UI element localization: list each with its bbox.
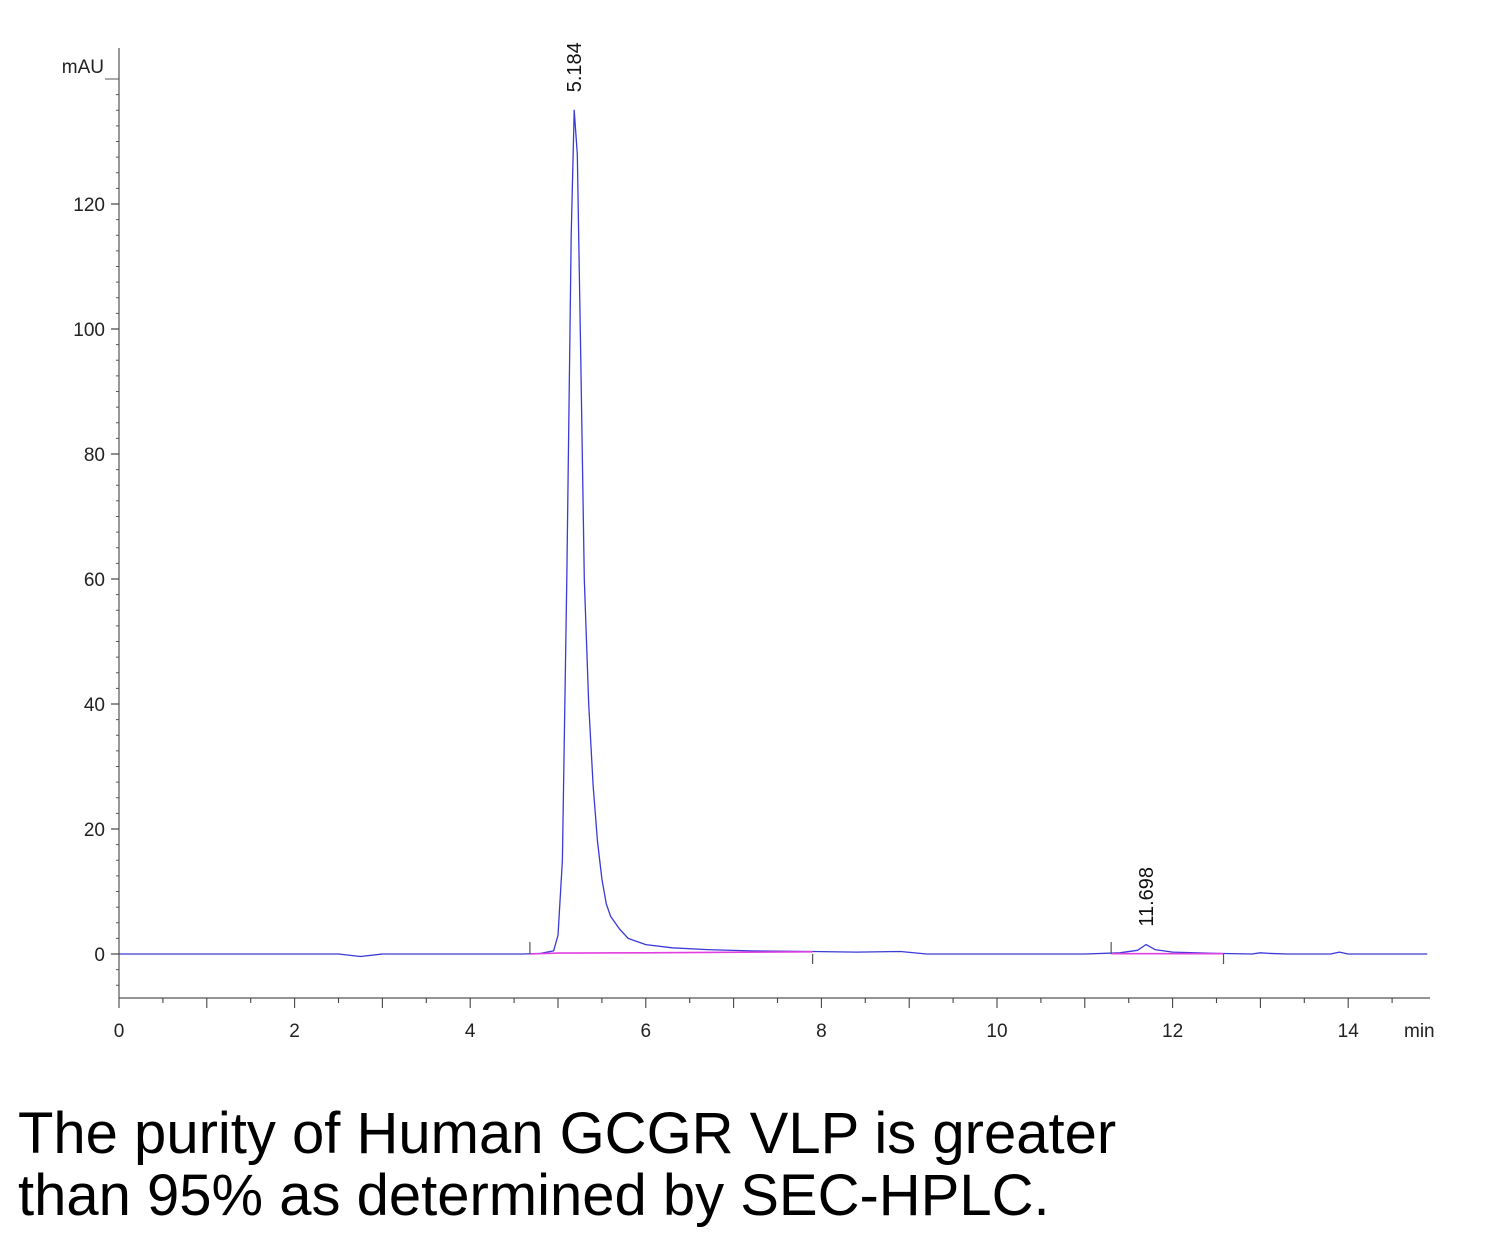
baseline-segment	[529, 951, 813, 955]
chromatogram-trace	[119, 109, 1428, 958]
x-tick-label: 14	[1338, 1021, 1360, 1042]
x-tick-label: 6	[641, 1021, 652, 1042]
axes-layer	[105, 48, 1430, 1008]
peak-label: 5.184	[564, 42, 586, 92]
peak-label: 11.698	[1136, 867, 1158, 927]
x-axis-unit-label: min	[1404, 1021, 1435, 1042]
caption-line-2: than 95% as determined by SEC-HPLC.	[18, 1163, 1050, 1228]
x-tick-label: 2	[289, 1021, 300, 1042]
caption-line-1: The purity of Human GCGR VLP is greater	[18, 1101, 1117, 1166]
y-tick-label: 80	[84, 445, 105, 466]
trace-layer	[119, 109, 1428, 964]
y-tick-label: 60	[84, 570, 105, 591]
y-axis-label: mAU	[62, 57, 104, 78]
x-tick-label: 8	[816, 1021, 827, 1042]
y-tick-label: 0	[94, 945, 105, 966]
chromatogram-chart: mAU min 0 20 40 60 80 100 120 0 2 4 6 8 10 12 14 5.184 1…	[62, 42, 1435, 1042]
x-tick-label: 4	[465, 1021, 476, 1042]
x-tick-label: 10	[986, 1021, 1007, 1042]
y-tick-label: 20	[84, 820, 105, 841]
y-tick-label: 100	[73, 320, 105, 341]
x-tick-label: 12	[1162, 1021, 1183, 1042]
y-tick-label: 120	[73, 195, 105, 216]
y-tick-label: 40	[84, 695, 105, 716]
x-tick-label: 0	[114, 1021, 125, 1042]
caption: The purity of Human GCGR VLP is greater …	[18, 1103, 1458, 1227]
label-layer: mAU min 0 20 40 60 80 100 120 0 2 4 6 8 10 12 14 5.184 1…	[62, 42, 1435, 1042]
